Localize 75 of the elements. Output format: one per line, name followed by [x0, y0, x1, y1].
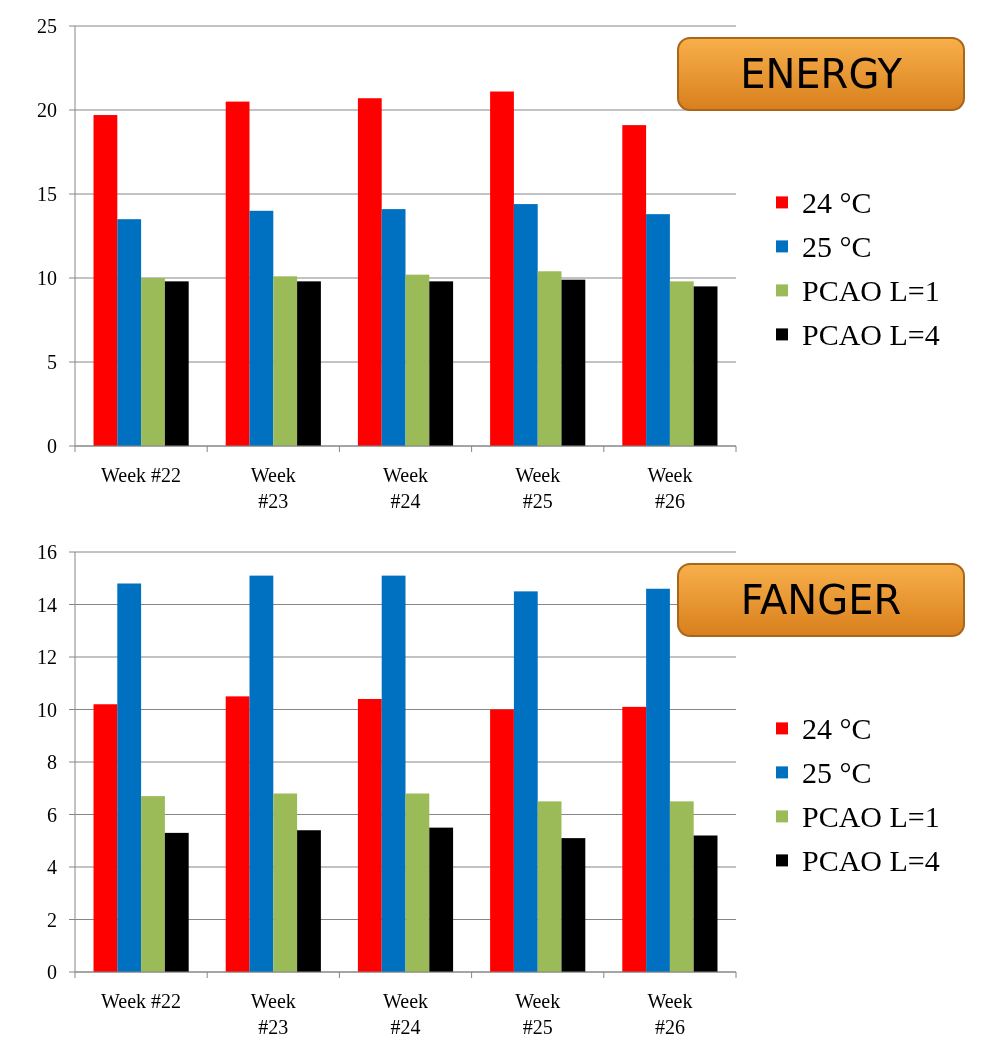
bar	[490, 709, 514, 972]
legend-label: PCAO L=1	[802, 273, 940, 307]
bar	[429, 827, 454, 972]
bar	[429, 281, 454, 446]
y-tick-label: 10	[37, 698, 57, 721]
y-tick-label: 8	[47, 751, 57, 773]
x-tick-label: Week #22	[101, 464, 182, 486]
y-tick-label: 0	[47, 435, 57, 457]
bar	[646, 588, 670, 972]
text: ENERGY	[740, 51, 903, 97]
y-tick-label: 10	[37, 267, 57, 289]
bar	[357, 98, 382, 446]
legend-label: 25 °C	[802, 229, 872, 263]
bar	[693, 835, 718, 972]
bar	[561, 279, 586, 446]
y-tick-label: 25	[37, 15, 57, 37]
y-tick-label: 0	[47, 961, 57, 983]
x-tick-label: Week #26	[647, 464, 693, 512]
bar	[561, 838, 586, 972]
x-tick-label: Week #24	[382, 990, 429, 1038]
x-tick-label: Week #22	[101, 990, 182, 1012]
bar	[164, 832, 189, 972]
bar	[141, 796, 165, 972]
y-tick-label: 15	[37, 183, 57, 205]
bar	[381, 575, 406, 972]
legend-label: 24 °C	[802, 711, 872, 745]
bar	[669, 801, 694, 972]
bar	[381, 209, 406, 446]
bar	[646, 214, 670, 446]
bar	[513, 204, 538, 446]
bar	[490, 91, 514, 446]
bar	[273, 276, 298, 446]
text: FANGER	[740, 577, 902, 623]
legend-label: PCAO L=4	[802, 317, 940, 351]
bar	[273, 793, 298, 972]
x-tick-label: Week #24	[382, 464, 429, 512]
bar	[622, 706, 647, 972]
x-tick-label: Week #25	[515, 464, 561, 512]
y-tick-label: 16	[37, 541, 57, 563]
y-tick-label: 20	[37, 99, 57, 121]
bar	[693, 286, 718, 446]
legend-label: PCAO L=1	[802, 799, 940, 833]
bar	[249, 575, 274, 972]
bar	[93, 115, 118, 446]
y-tick-label: 12	[37, 646, 57, 668]
bar	[141, 278, 165, 446]
bar	[117, 583, 142, 972]
bar	[513, 591, 538, 972]
y-tick-label: 4	[47, 856, 57, 878]
bar	[537, 271, 562, 446]
legend-label: 24 °C	[802, 185, 872, 219]
bar	[117, 219, 142, 446]
bar	[225, 101, 250, 446]
bar	[357, 699, 382, 972]
bar	[225, 696, 250, 972]
x-tick-label: Week #25	[515, 990, 561, 1038]
bar	[669, 281, 694, 446]
legend-label: 25 °C	[802, 755, 872, 789]
y-tick-label: 14	[37, 593, 57, 616]
y-tick-label: 2	[47, 908, 57, 931]
legend-label: PCAO L=4	[802, 843, 940, 877]
bar	[405, 274, 430, 446]
bar	[164, 281, 189, 446]
bar	[93, 704, 118, 972]
x-tick-label: Week #23	[250, 990, 296, 1038]
bar	[297, 830, 321, 972]
x-tick-label: Week #26	[647, 990, 693, 1038]
x-tick-label: Week #23	[250, 464, 296, 512]
bar	[249, 210, 274, 446]
bar	[537, 801, 562, 972]
y-tick-label: 6	[47, 803, 57, 826]
bar	[297, 281, 321, 446]
y-tick-label: 5	[47, 351, 57, 373]
bar	[622, 125, 647, 446]
bar	[405, 793, 430, 972]
